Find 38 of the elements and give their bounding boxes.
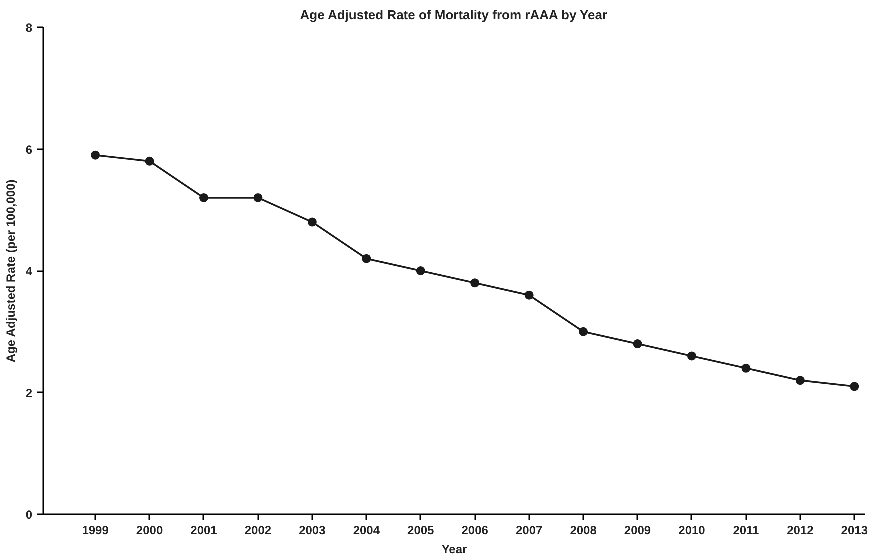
x-tick-label: 2002: [244, 524, 272, 538]
x-axis-title: Year: [442, 542, 468, 556]
y-tick-label: 0: [26, 508, 33, 522]
y-axis-title: Age Adjusted Rate (per 100,000): [4, 180, 18, 363]
point: [579, 327, 588, 336]
x-tick-label: 2008: [570, 524, 598, 538]
point: [742, 364, 751, 373]
point: [91, 150, 100, 160]
x-tick-label: 2013: [841, 524, 868, 538]
point: [362, 254, 372, 264]
point: [470, 278, 480, 288]
x-tick-label: 1999: [82, 524, 110, 538]
point: [199, 193, 208, 202]
x-tick-label: 2010: [678, 524, 706, 538]
x-tick-label: 2006: [462, 524, 489, 538]
x-tick-label: 2011: [733, 524, 760, 538]
x-tick-label: 2012: [787, 524, 814, 538]
point: [145, 156, 154, 166]
point: [850, 382, 860, 392]
x-tick-label: 2003: [299, 524, 326, 538]
x-tick-label: 2007: [516, 524, 543, 538]
point: [524, 290, 534, 300]
y-tick-label: 4: [26, 264, 33, 278]
x-tick-label: 2005: [408, 524, 435, 538]
point: [416, 266, 426, 276]
x-tick-label: 2000: [136, 524, 164, 538]
y-tick-label: 6: [26, 142, 33, 157]
point: [633, 340, 642, 349]
x-tick-label: 2009: [624, 524, 652, 538]
point: [308, 218, 317, 227]
point: [687, 352, 696, 361]
chart-title: Age Adjusted Rate of Mortality from rAAA by Year: [300, 8, 608, 22]
x-tick-label: 2004: [353, 524, 380, 538]
point: [796, 376, 805, 386]
point: [254, 193, 263, 202]
y-tick-label: 8: [26, 21, 33, 35]
y-tick-label: 2: [26, 386, 33, 400]
x-tick-label: 2001: [190, 524, 218, 538]
